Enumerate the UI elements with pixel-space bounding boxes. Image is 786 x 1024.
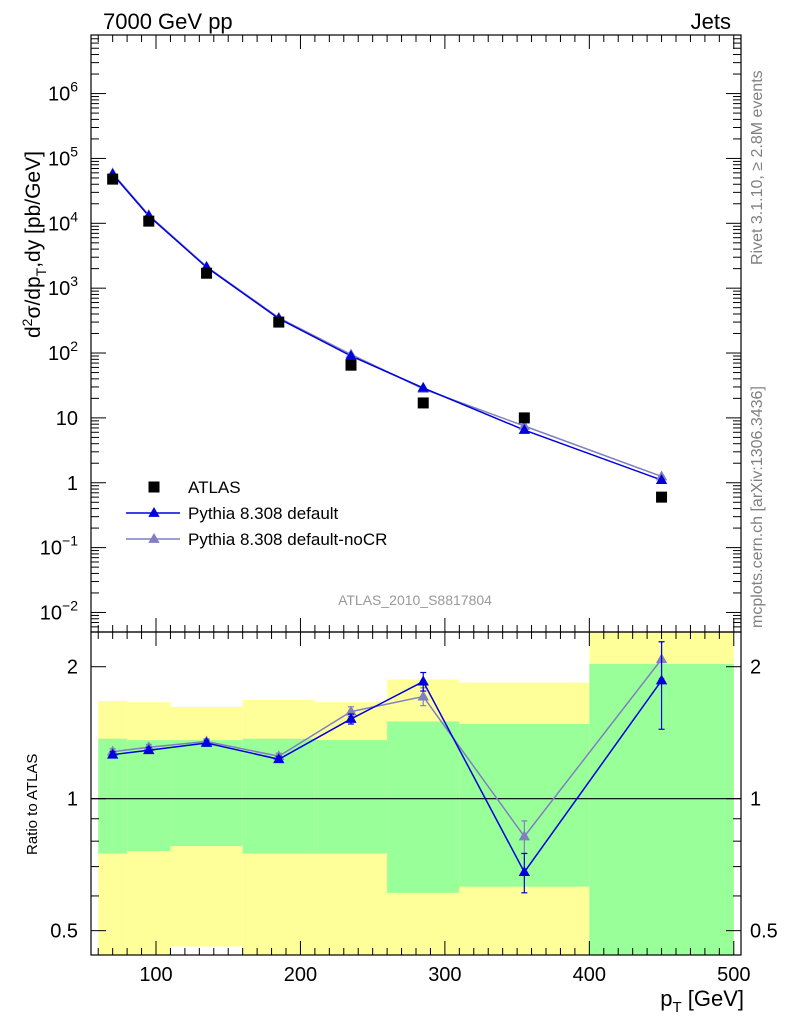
ratio-y-tick-label-right-0: 0.5 — [750, 921, 778, 943]
main-y-tick-label-0: 10−2 — [40, 597, 78, 624]
energy-label: 7000 GeV pp — [103, 9, 233, 34]
inner-band-4 — [314, 740, 388, 854]
main-point-s1-5 — [417, 381, 429, 392]
ratio-y-tick-label-left-0: 0.5 — [50, 921, 78, 943]
x-tick-label-2: 300 — [428, 964, 461, 986]
data-point-1 — [143, 215, 155, 227]
ratio-panel-frame — [90, 631, 742, 956]
main-y-tick-label-1: 10−1 — [40, 533, 78, 560]
legend-label-1: Pythia 8.308 default — [188, 504, 339, 523]
main-y-tick-label-2: 1 — [67, 473, 78, 495]
mcplots-label: mcplots.cern.ch [arXiv:1306.3436] — [749, 386, 766, 628]
inner-band-2 — [170, 740, 243, 846]
x-tick-label-1: 200 — [284, 964, 317, 986]
data-point-2 — [201, 267, 213, 279]
main-point-s1-6 — [518, 424, 531, 434]
ratio-point-s0-7 — [655, 674, 668, 685]
main-point-s1-7 — [655, 474, 668, 484]
x-tick-label-3: 400 — [573, 964, 606, 986]
legend-marker-2 — [148, 533, 160, 543]
ratio-y-tick-label-right-1: 1 — [750, 789, 761, 811]
main-line-2 — [112, 172, 662, 478]
data-point-6 — [518, 412, 530, 424]
inner-band-5 — [387, 721, 460, 893]
main-y-tick-label-4: 102 — [48, 338, 78, 365]
ratio-y-tick-label-right-2: 2 — [750, 657, 761, 679]
ratio-line-1 — [112, 658, 663, 838]
main-y-tick-label-8: 106 — [48, 79, 78, 106]
x-tick-label-0: 100 — [139, 964, 172, 986]
legend-atlas-marker — [148, 481, 160, 493]
main-y-tick-label-3: 10 — [56, 408, 78, 430]
ratio-line-0 — [112, 680, 663, 874]
analysis-id-label: ATLAS_2010_S8817804 — [338, 592, 492, 608]
main-line-1 — [112, 173, 662, 481]
ratio-uncertainty-bands — [91, 632, 741, 955]
data-point-3 — [273, 316, 285, 328]
ratio-point-s0-4 — [345, 712, 357, 723]
main-axis-ticks: 10−2 10−1 1 10 102 103 104 105 106 — [40, 34, 741, 633]
main-y-tick-label-7: 105 — [48, 143, 78, 170]
main-y-tick-label-6: 104 — [48, 208, 78, 235]
ratio-point-s0-3 — [273, 753, 285, 764]
ratio-y-tick-label-left-2: 2 — [67, 657, 78, 679]
ratio-point-s0-1 — [143, 744, 155, 755]
ratio-series-marks — [106, 641, 668, 894]
main-y-tick-label-5: 103 — [48, 273, 78, 300]
data-point-5 — [417, 397, 429, 409]
x-tick-label-4: 500 — [717, 964, 750, 986]
main-y-axis-label: d2σ/dpT,dy [pb/GeV] — [19, 151, 49, 338]
data-point-0 — [107, 173, 119, 185]
process-label: Jets — [691, 9, 731, 34]
legend-marker-1 — [148, 507, 160, 517]
legend: ATLAS Pythia 8.308 default Pythia 8.308 de… — [126, 478, 387, 549]
main-point-s1-4 — [345, 349, 357, 360]
legend-label-0: ATLAS — [188, 478, 241, 497]
ratio-point-s0-2 — [200, 736, 213, 747]
legend-label-2: Pythia 8.308 default-noCR — [188, 530, 387, 549]
ratio-point-s0-6 — [518, 866, 531, 877]
data-point-7 — [656, 491, 668, 503]
ratio-point-s1-5 — [417, 690, 429, 701]
ratio-point-s1-6 — [518, 830, 531, 841]
rivet-version-label: Rivet 3.1.10, ≥ 2.8M events — [749, 70, 766, 265]
x-axis-label: pT [GeV] — [660, 986, 744, 1016]
ratio-point-s1-4 — [345, 705, 357, 716]
inner-band-1 — [127, 740, 171, 851]
main-series-marks — [106, 167, 668, 503]
data-point-4 — [345, 359, 357, 371]
ratio-y-axis-label: Ratio to ATLAS — [24, 754, 41, 855]
ratio-y-tick-label-left-1: 1 — [67, 789, 78, 811]
ratio-point-s0-0 — [106, 748, 119, 759]
ratio-point-s0-5 — [417, 675, 429, 686]
